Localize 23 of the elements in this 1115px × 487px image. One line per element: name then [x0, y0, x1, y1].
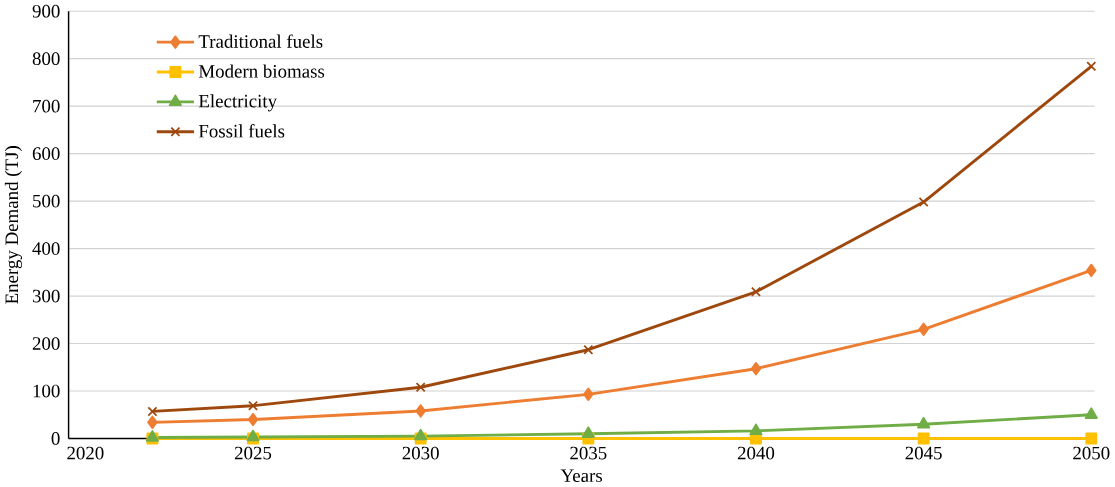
- x-tick-label: 2030: [402, 446, 439, 460]
- y-tick-label: 400: [32, 242, 60, 256]
- x-tick-label: 2020: [67, 446, 104, 460]
- legend-label: Fossil fuels: [198, 124, 285, 138]
- y-tick-label: 100: [33, 384, 60, 398]
- y-tick-label: 900: [32, 4, 60, 18]
- y-tick-label: 800: [32, 52, 60, 66]
- x-tick-label: 2045: [905, 446, 942, 460]
- legend-label: Modern biomass: [198, 64, 325, 78]
- legend-label: Traditional fuels: [198, 34, 323, 48]
- y-tick-label: 200: [32, 337, 60, 350]
- y-tick-label: 600: [32, 147, 60, 161]
- y-tick-label: 300: [32, 289, 60, 303]
- y-tick-label: 0: [51, 432, 60, 445]
- y-axis-title: Energy Demand (TJ): [4, 146, 23, 304]
- legend-label: Electricity: [198, 94, 277, 112]
- x-tick-label: 2050: [1073, 446, 1110, 460]
- x-tick-label: 2035: [570, 446, 607, 460]
- x-tick-label: 2025: [234, 446, 272, 460]
- y-tick-label: 700: [33, 99, 60, 113]
- y-tick-label: 500: [33, 194, 60, 208]
- x-axis-title: Years: [560, 469, 603, 483]
- x-tick-label: 2040: [737, 446, 775, 460]
